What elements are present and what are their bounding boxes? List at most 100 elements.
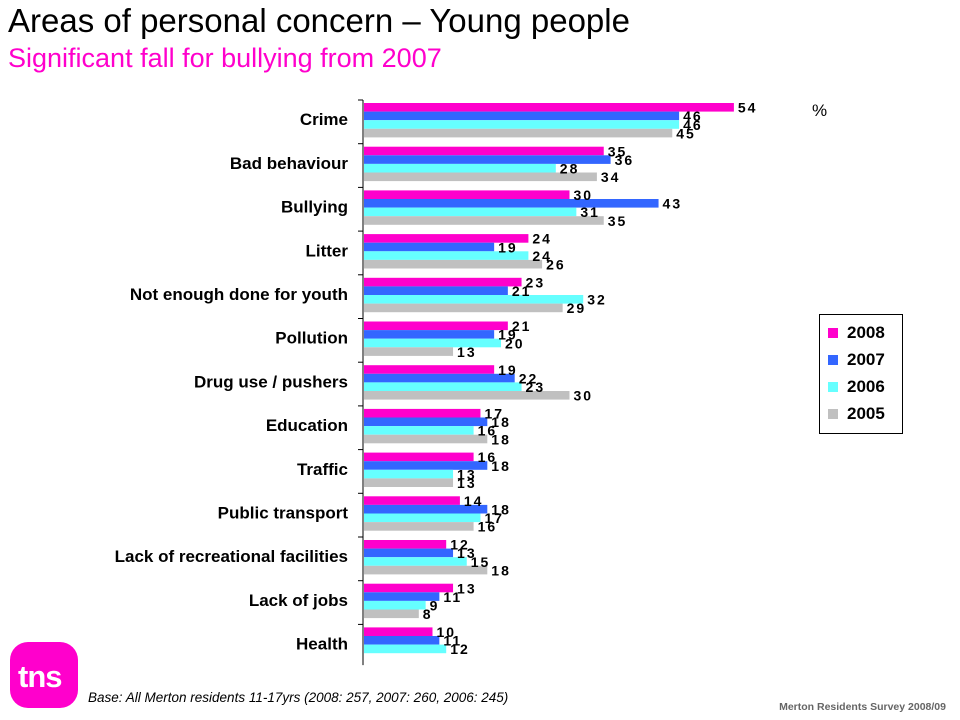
data-label-lack-of-recreational-facilities-2005: 18 (491, 562, 511, 578)
bar-health-2008 (364, 627, 433, 636)
data-label-litter-2008: 24 (532, 231, 552, 247)
bar-crime-2007 (364, 111, 680, 121)
chart-title: Areas of personal concern – Young people (8, 2, 630, 39)
bar-bullying-2008 (364, 190, 570, 199)
bar-public-transport-2006 (364, 513, 481, 523)
legend-label-2005: 2005 (847, 404, 885, 423)
legend: 2008 2007 2006 2005 (819, 314, 903, 434)
data-label-traffic-2005: 13 (457, 475, 477, 491)
data-label-education-2006: 16 (478, 423, 498, 439)
data-label-traffic-2008: 16 (478, 449, 498, 465)
data-label-bullying-2005: 35 (608, 213, 628, 229)
data-label-crime-2006: 46 (683, 117, 703, 133)
data-label-health-2008: 10 (437, 624, 457, 640)
category-label-public-transport: Public transport (218, 504, 349, 523)
legend-item-2007: 2007 (828, 350, 885, 370)
bar-public-transport-2008 (364, 496, 460, 505)
data-labels-layer: 5446464535362834304331352419242623213229… (423, 100, 756, 658)
bar-public-transport-2005 (364, 522, 474, 531)
bar-not-enough-done-for-youth-2006 (364, 295, 584, 304)
data-label-crime-2005: 45 (676, 125, 696, 141)
legend-item-2006: 2006 (828, 377, 885, 397)
bar-traffic-2005 (364, 478, 454, 487)
data-label-bullying-2008: 30 (574, 187, 594, 203)
data-label-traffic-2007: 18 (491, 458, 511, 474)
data-label-health-2007: 11 (443, 633, 462, 649)
data-label-lack-of-jobs-2005: 8 (423, 606, 433, 622)
bar-lack-of-jobs-2008 (364, 583, 454, 593)
bar-drug-use-pushers-2006 (364, 382, 522, 391)
bar-education-2007 (364, 417, 488, 427)
category-label-litter: Litter (306, 241, 349, 260)
bar-education-2008 (364, 408, 481, 418)
data-label-bullying-2007: 43 (663, 196, 683, 212)
bar-not-enough-done-for-youth-2008 (364, 277, 522, 287)
category-label-health: Health (296, 635, 348, 654)
bars-layer (364, 103, 734, 654)
bar-lack-of-jobs-2007 (364, 592, 440, 601)
base-footnote: Base: All Merton residents 11-17yrs (200… (88, 690, 509, 705)
category-label-drug-use-pushers: Drug use / pushers (194, 372, 348, 391)
bar-lack-of-recreational-facilities-2005 (364, 565, 488, 575)
data-label-education-2008: 17 (484, 406, 504, 422)
data-label-litter-2006: 24 (532, 248, 552, 264)
bar-traffic-2006 (364, 469, 454, 479)
data-label-public-transport-2007: 18 (491, 502, 511, 518)
data-label-lack-of-recreational-facilities-2008: 12 (450, 537, 470, 553)
bar-public-transport-2007 (364, 504, 488, 514)
legend-label-2006: 2006 (847, 377, 885, 396)
bar-bad-behaviour-2008 (364, 146, 604, 156)
bar-bullying-2007 (364, 199, 659, 208)
data-label-lack-of-recreational-facilities-2007: 13 (457, 545, 477, 561)
bar-traffic-2008 (364, 452, 474, 462)
category-label-lack-of-jobs: Lack of jobs (249, 591, 348, 610)
tns-logo-text: tns (18, 659, 62, 694)
data-label-bullying-2006: 31 (580, 204, 600, 220)
category-label-lack-of-recreational-facilities: Lack of recreational facilities (115, 547, 348, 566)
bar-education-2006 (364, 426, 474, 435)
data-label-crime-2007: 46 (683, 108, 703, 124)
legend-swatch-2006 (828, 382, 838, 392)
bar-lack-of-recreational-facilities-2007 (364, 548, 454, 558)
bar-pollution-2005 (364, 347, 454, 356)
legend-item-2005: 2005 (828, 404, 885, 424)
unit-label: % (812, 101, 828, 120)
bar-pollution-2006 (364, 338, 501, 348)
bar-traffic-2007 (364, 461, 488, 470)
bar-lack-of-jobs-2005 (364, 609, 419, 619)
bar-drug-use-pushers-2008 (364, 365, 495, 374)
bar-crime-2008 (364, 103, 734, 112)
category-labels-layer: Crime Bad behaviour Bullying Litter Not enou… (115, 99, 363, 654)
bar-bullying-2006 (364, 207, 577, 217)
bar-drug-use-pushers-2005 (364, 391, 570, 400)
data-label-lack-of-jobs-2006: 9 (430, 598, 440, 614)
legend-swatch-2005 (828, 409, 838, 419)
data-label-pollution-2007: 19 (498, 327, 518, 343)
bar-education-2005 (364, 434, 488, 444)
legend-label-2008: 2008 (847, 323, 885, 342)
bar-drug-use-pushers-2007 (364, 373, 515, 383)
data-label-lack-of-recreational-facilities-2006: 15 (471, 554, 491, 570)
data-label-education-2007: 18 (491, 414, 511, 430)
tns-logo: tns (10, 642, 78, 708)
bar-bullying-2005 (364, 216, 604, 225)
category-label-not-enough-done-for-youth: Not enough done for youth (130, 285, 348, 304)
data-label-public-transport-2008: 14 (464, 493, 484, 509)
legend-swatch-2007 (828, 355, 838, 365)
data-label-public-transport-2006: 17 (484, 510, 504, 526)
data-label-not-enough-done-for-youth-2006: 32 (587, 292, 607, 308)
data-label-bad-behaviour-2006: 28 (560, 161, 580, 177)
data-label-traffic-2006: 13 (457, 466, 477, 482)
category-label-education: Education (266, 416, 348, 435)
bar-bad-behaviour-2007 (364, 155, 611, 164)
bar-crime-2006 (364, 120, 680, 129)
bar-crime-2005 (364, 128, 673, 138)
data-label-not-enough-done-for-youth-2005: 29 (567, 300, 587, 316)
data-label-drug-use-pushers-2008: 19 (498, 362, 518, 378)
data-label-litter-2005: 26 (546, 257, 566, 273)
data-label-lack-of-jobs-2007: 11 (443, 589, 462, 605)
data-label-bad-behaviour-2005: 34 (601, 169, 621, 185)
category-label-pollution: Pollution (275, 329, 348, 348)
data-label-pollution-2008: 21 (512, 318, 532, 334)
